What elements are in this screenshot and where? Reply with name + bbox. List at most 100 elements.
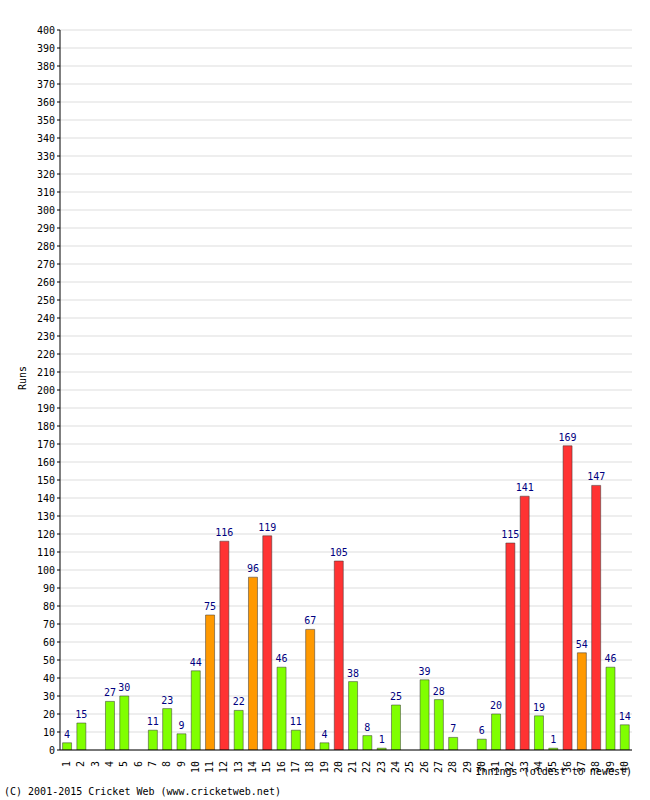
svg-text:390: 390 bbox=[37, 43, 55, 54]
svg-text:7: 7 bbox=[450, 723, 456, 734]
svg-text:19: 19 bbox=[533, 702, 545, 713]
svg-text:11: 11 bbox=[290, 716, 302, 727]
svg-text:22: 22 bbox=[233, 696, 245, 707]
svg-text:160: 160 bbox=[37, 457, 55, 468]
svg-text:4: 4 bbox=[321, 729, 327, 740]
svg-text:10: 10 bbox=[190, 761, 201, 773]
svg-text:110: 110 bbox=[37, 547, 55, 558]
svg-text:11: 11 bbox=[147, 716, 159, 727]
svg-text:20: 20 bbox=[333, 761, 344, 773]
svg-text:2: 2 bbox=[75, 761, 86, 767]
svg-text:50: 50 bbox=[43, 655, 55, 666]
svg-text:40: 40 bbox=[43, 673, 55, 684]
svg-text:8: 8 bbox=[161, 761, 172, 767]
svg-text:11: 11 bbox=[204, 761, 215, 773]
svg-text:120: 120 bbox=[37, 529, 55, 540]
svg-text:16: 16 bbox=[276, 761, 287, 773]
svg-text:100: 100 bbox=[37, 565, 55, 576]
svg-text:18: 18 bbox=[304, 761, 315, 773]
svg-text:25: 25 bbox=[390, 691, 402, 702]
svg-text:230: 230 bbox=[37, 331, 55, 342]
svg-text:38: 38 bbox=[347, 668, 359, 679]
svg-text:0: 0 bbox=[49, 745, 55, 756]
svg-text:1: 1 bbox=[61, 761, 72, 767]
svg-text:19: 19 bbox=[319, 761, 330, 773]
svg-text:5: 5 bbox=[118, 761, 129, 767]
svg-text:23: 23 bbox=[376, 761, 387, 773]
svg-text:10: 10 bbox=[43, 727, 55, 738]
svg-text:190: 190 bbox=[37, 403, 55, 414]
svg-text:13: 13 bbox=[233, 761, 244, 773]
svg-text:119: 119 bbox=[258, 522, 276, 533]
svg-text:26: 26 bbox=[419, 761, 430, 773]
svg-text:27: 27 bbox=[104, 687, 116, 698]
svg-text:1: 1 bbox=[550, 734, 556, 745]
svg-text:90: 90 bbox=[43, 583, 55, 594]
svg-text:54: 54 bbox=[576, 639, 588, 650]
svg-text:250: 250 bbox=[37, 295, 55, 306]
svg-text:20: 20 bbox=[43, 709, 55, 720]
svg-text:260: 260 bbox=[37, 277, 55, 288]
svg-text:150: 150 bbox=[37, 475, 55, 486]
svg-text:46: 46 bbox=[276, 653, 288, 664]
svg-text:1: 1 bbox=[379, 734, 385, 745]
svg-text:6: 6 bbox=[479, 725, 485, 736]
svg-text:200: 200 bbox=[37, 385, 55, 396]
svg-text:130: 130 bbox=[37, 511, 55, 522]
svg-text:4: 4 bbox=[104, 761, 115, 767]
svg-text:28: 28 bbox=[433, 686, 445, 697]
svg-text:17: 17 bbox=[290, 761, 301, 773]
svg-text:180: 180 bbox=[37, 421, 55, 432]
svg-text:240: 240 bbox=[37, 313, 55, 324]
svg-text:80: 80 bbox=[43, 601, 55, 612]
svg-text:9: 9 bbox=[176, 761, 187, 767]
svg-text:30: 30 bbox=[118, 682, 130, 693]
svg-text:28: 28 bbox=[447, 761, 458, 773]
svg-text:75: 75 bbox=[204, 601, 216, 612]
svg-text:147: 147 bbox=[587, 471, 605, 482]
svg-text:105: 105 bbox=[330, 547, 348, 558]
svg-text:300: 300 bbox=[37, 205, 55, 216]
svg-text:15: 15 bbox=[75, 709, 87, 720]
svg-text:25: 25 bbox=[404, 761, 415, 773]
svg-text:60: 60 bbox=[43, 637, 55, 648]
svg-text:330: 330 bbox=[37, 151, 55, 162]
svg-text:169: 169 bbox=[559, 432, 577, 443]
svg-text:400: 400 bbox=[37, 25, 55, 36]
svg-text:310: 310 bbox=[37, 187, 55, 198]
svg-text:380: 380 bbox=[37, 61, 55, 72]
svg-text:340: 340 bbox=[37, 133, 55, 144]
svg-text:96: 96 bbox=[247, 563, 259, 574]
svg-text:320: 320 bbox=[37, 169, 55, 180]
svg-text:20: 20 bbox=[490, 700, 502, 711]
svg-text:360: 360 bbox=[37, 97, 55, 108]
svg-text:67: 67 bbox=[304, 615, 316, 626]
svg-text:9: 9 bbox=[178, 720, 184, 731]
svg-text:46: 46 bbox=[604, 653, 616, 664]
svg-text:270: 270 bbox=[37, 259, 55, 270]
svg-text:29: 29 bbox=[462, 761, 473, 773]
svg-text:22: 22 bbox=[361, 761, 372, 773]
svg-text:140: 140 bbox=[37, 493, 55, 504]
svg-text:7: 7 bbox=[147, 761, 158, 767]
svg-text:290: 290 bbox=[37, 223, 55, 234]
svg-text:14: 14 bbox=[247, 761, 258, 773]
svg-text:4: 4 bbox=[64, 729, 70, 740]
svg-text:15: 15 bbox=[261, 761, 272, 773]
svg-text:8: 8 bbox=[364, 722, 370, 733]
svg-text:6: 6 bbox=[133, 761, 144, 767]
svg-text:21: 21 bbox=[347, 761, 358, 773]
svg-text:70: 70 bbox=[43, 619, 55, 630]
svg-text:27: 27 bbox=[433, 761, 444, 773]
svg-text:Runs: Runs bbox=[17, 366, 28, 390]
svg-text:370: 370 bbox=[37, 79, 55, 90]
svg-text:44: 44 bbox=[190, 657, 202, 668]
svg-text:30: 30 bbox=[43, 691, 55, 702]
svg-text:116: 116 bbox=[215, 527, 233, 538]
svg-text:350: 350 bbox=[37, 115, 55, 126]
svg-text:210: 210 bbox=[37, 367, 55, 378]
svg-text:14: 14 bbox=[619, 711, 631, 722]
svg-text:39: 39 bbox=[419, 666, 431, 677]
svg-text:170: 170 bbox=[37, 439, 55, 450]
svg-text:115: 115 bbox=[501, 529, 519, 540]
